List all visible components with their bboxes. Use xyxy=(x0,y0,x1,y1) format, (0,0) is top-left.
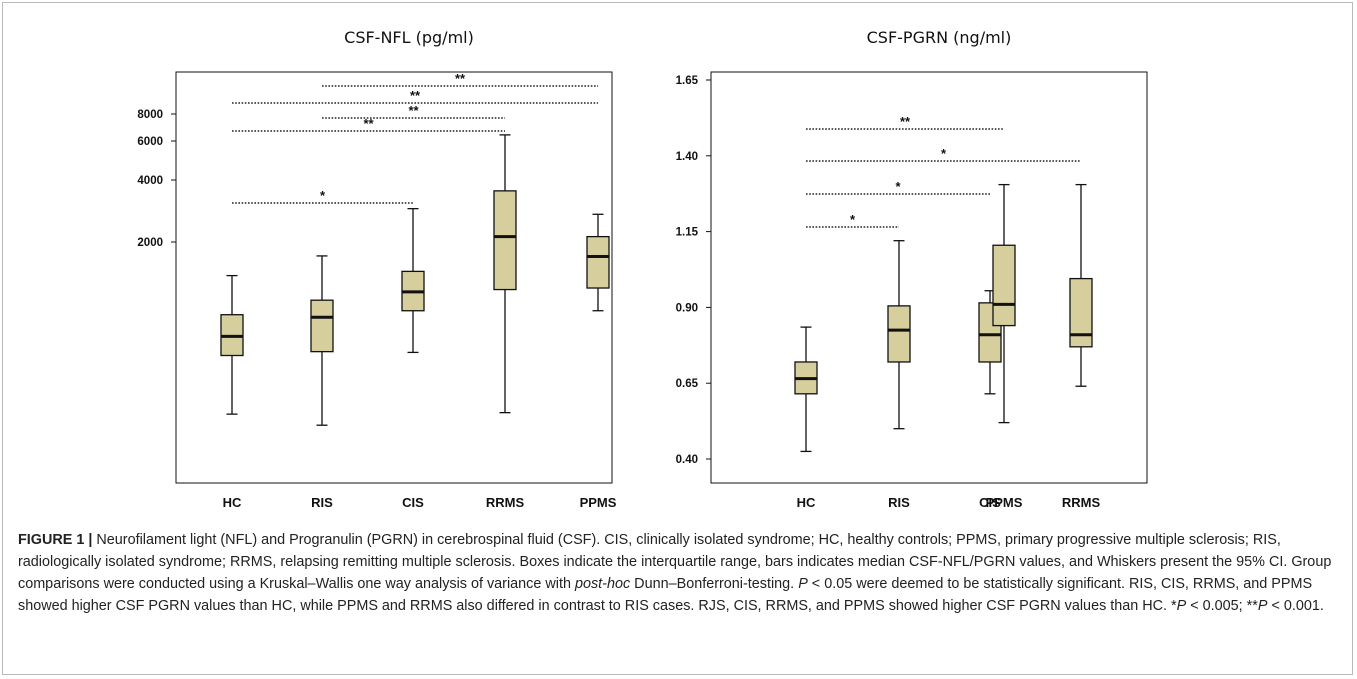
significance-label: ** xyxy=(408,103,419,118)
caption-lead: FIGURE 1 | xyxy=(18,532,93,548)
box-ris xyxy=(887,305,911,363)
x-tick-label: PPMS xyxy=(580,495,617,510)
significance-label: ** xyxy=(410,88,421,103)
y-tick-label: 0.40 xyxy=(676,454,698,466)
x-tick-label: RRMS xyxy=(486,495,525,510)
plot-area xyxy=(710,71,1148,484)
significance-label: * xyxy=(895,179,901,194)
caption-p-3: P xyxy=(1257,598,1268,614)
chart-title: CSF-NFL (pg/ml) xyxy=(344,28,474,47)
box-ppms xyxy=(992,244,1016,327)
significance-label: ** xyxy=(455,71,466,86)
y-tick-label: 6000 xyxy=(137,136,163,148)
box-ris xyxy=(310,299,334,353)
y-tick-label: 2000 xyxy=(137,237,163,249)
y-tick-label: 8000 xyxy=(137,109,163,121)
significance-label: * xyxy=(850,212,856,227)
caption-text-3: < 0.05 were deemed to be statistically s… xyxy=(18,576,1313,614)
x-tick-label: PPMS xyxy=(986,495,1023,510)
plot-area xyxy=(175,71,613,484)
significance-label: ** xyxy=(363,116,374,131)
y-tick-label: 1.15 xyxy=(676,227,699,239)
y-tick-label: 0.90 xyxy=(676,302,698,314)
caption-text-1: Neurofilament light (NFL) and Progranuli… xyxy=(18,532,1332,592)
y-tick-label: 1.65 xyxy=(676,75,699,87)
pgrn-chart: CSF-PGRN (ng/ml) 0.40 0.65 0.90 1.15 1.40 1.65… xyxy=(676,28,1148,510)
box-rrms xyxy=(1069,277,1093,348)
x-tick-label: CIS xyxy=(402,495,424,510)
x-tick-label: RIS xyxy=(888,495,910,510)
y-tick-label: 0.65 xyxy=(676,378,699,390)
y-tick-label: 4000 xyxy=(137,175,163,187)
caption-p-2: P xyxy=(1176,598,1187,614)
figure-caption: FIGURE 1 | Neurofilament light (NFL) and… xyxy=(18,529,1340,617)
x-tick-label: RIS xyxy=(311,495,333,510)
significance-label: ** xyxy=(900,114,911,129)
box-rrms xyxy=(493,190,517,291)
box-ppms xyxy=(586,235,610,289)
nfl-chart: CSF-NFL (pg/ml) 2000 4000 6000 8000 HC RIS CIS R… xyxy=(137,28,617,510)
caption-p-1: P xyxy=(798,576,808,592)
chart-title: CSF-PGRN (ng/ml) xyxy=(867,28,1012,47)
caption-text-2: Dunn–Bonferroni-testing. xyxy=(630,576,799,592)
x-tick-label: HC xyxy=(797,495,816,510)
x-tick-label: HC xyxy=(223,495,242,510)
x-tick-label: CIS xyxy=(979,495,1001,510)
significance-label: * xyxy=(320,188,326,203)
y-tick-label: 1.40 xyxy=(676,151,698,163)
x-tick-label: RRMS xyxy=(1062,495,1101,510)
caption-text-5: < 0.001. xyxy=(1267,598,1324,614)
significance-label: * xyxy=(941,146,947,161)
caption-text-4: < 0.005; ** xyxy=(1186,598,1258,614)
caption-posthoc: post-hoc xyxy=(574,576,631,592)
